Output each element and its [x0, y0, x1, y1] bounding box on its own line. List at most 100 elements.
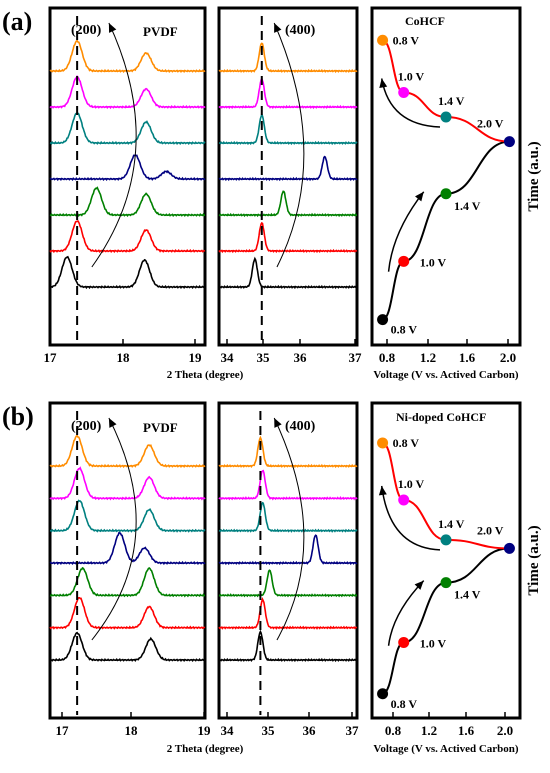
- plot-frame-a-voltage: [370, 6, 522, 347]
- xrd-curve-b-xrd-400-1: [218, 629, 358, 663]
- x-tick-label-a-voltage: 2.0: [500, 350, 516, 365]
- xrd-curve-b-xrd-400-5: [218, 501, 358, 533]
- shift-arrow-head-a-xrd-400: [274, 23, 282, 33]
- discharge-curve-b: [382, 441, 510, 550]
- xrd-curve-a-xrd-400-5: [218, 112, 358, 146]
- shift-arrow-a-xrd-400: [273, 22, 305, 268]
- peak-label-200-b: (200): [71, 419, 102, 434]
- x-tick-label-a-xrd-200: 19: [189, 350, 203, 365]
- voltage-point-a-7: [377, 34, 389, 46]
- voltage-point-a-3: [440, 188, 452, 200]
- voltage-point-a-5: [440, 111, 452, 123]
- shift-arrow-head-a-xrd-200: [108, 23, 117, 33]
- plot-frame-a-xrd-400: [217, 6, 359, 347]
- x-tick-label-b-voltage: 0.8: [385, 723, 402, 738]
- voltage-point-label-a-1: 0.8 V: [391, 323, 418, 337]
- voltage-point-label-b-2: 1.0 V: [420, 636, 447, 650]
- x-tick-label-b-voltage: 2.0: [497, 723, 513, 738]
- xrd-curve-a-xrd-200-2: [49, 219, 206, 254]
- charge-direction-arrow-b: [387, 580, 425, 646]
- x-tick-label-a-voltage: 1.2: [420, 350, 436, 365]
- panel-label-a: (a): [2, 7, 32, 36]
- voltage-point-label-b-4: 2.0 V: [477, 523, 504, 537]
- voltage-point-label-a-2: 1.0 V: [420, 255, 447, 269]
- xrd-curve-b-xrd-400-3: [218, 569, 358, 598]
- voltage-point-label-a-7: 0.8 V: [393, 33, 420, 47]
- xrd-curve-a-xrd-400-1: [218, 256, 358, 290]
- voltage-point-b-6: [398, 494, 410, 506]
- voltage-point-a-6: [398, 86, 410, 98]
- y-axis-label-time-b: Time (a.u.): [526, 525, 542, 595]
- shift-arrow-a-xrd-200: [91, 22, 137, 268]
- binder-label-a: PVDF: [143, 24, 178, 39]
- xrd-curve-a-xrd-400-2: [218, 221, 358, 254]
- voltage-point-a-4: [503, 136, 515, 148]
- xrd-curve-a-xrd-200-5: [49, 112, 206, 146]
- x-tick-label-b-xrd-200: 19: [198, 723, 212, 738]
- panel-label-b: (b): [2, 402, 34, 431]
- x-tick-label-b-xrd-400: 37: [346, 723, 360, 738]
- peak-label-400-a: (400): [285, 23, 316, 38]
- xrd-curve-b-xrd-400-2: [218, 596, 358, 630]
- voltage-point-b-4: [503, 542, 515, 554]
- material-label-a: CoHCF: [405, 14, 445, 28]
- xrd-curve-b-xrd-200-5: [49, 499, 206, 533]
- xrd-curve-a-xrd-400-7: [218, 42, 358, 74]
- xrd-curve-a-xrd-400-4: [218, 155, 358, 182]
- discharge-direction-arrow-a: [380, 78, 441, 128]
- xrd-curve-a-xrd-200-6: [49, 74, 206, 110]
- shift-arrow-b-xrd-200: [91, 417, 137, 641]
- x-tick-label-b-voltage: 1.2: [421, 723, 437, 738]
- voltage-point-label-a-6: 1.0 V: [398, 69, 425, 83]
- x-tick-label-a-xrd-400: 34: [221, 350, 235, 365]
- xrd-curve-b-xrd-200-1: [49, 631, 206, 663]
- x-tick-label-a-voltage: 1.6: [459, 350, 476, 365]
- voltage-point-label-a-5: 1.4 V: [438, 94, 465, 108]
- peak-label-400-b: (400): [285, 419, 316, 434]
- binder-label-b: PVDF: [143, 420, 178, 435]
- discharge-direction-arrow-b: [380, 485, 441, 551]
- xrd-curve-a-xrd-200-1: [49, 255, 206, 290]
- voltage-point-label-b-7: 0.8 V: [393, 436, 420, 450]
- voltage-point-b-2: [398, 636, 410, 648]
- peak-label-200-a: (200): [71, 23, 102, 38]
- plot-frame-b-voltage: [370, 401, 522, 720]
- y-axis-label-time-a: Time (a.u.): [526, 141, 542, 211]
- x-tick-label-b-xrd-400: 36: [303, 723, 317, 738]
- plot-frame-a-xrd-200: [48, 6, 207, 347]
- x-tick-label-b-xrd-400: 35: [262, 723, 276, 738]
- xrd-curve-b-xrd-400-7: [218, 435, 358, 469]
- x-tick-label-a-xrd-400: 35: [257, 350, 271, 365]
- voltage-point-a-1: [377, 314, 389, 326]
- x-tick-label-b-voltage: 1.6: [458, 723, 475, 738]
- plot-frame-b-xrd-200: [48, 401, 207, 720]
- voltage-point-label-a-3: 1.4 V: [454, 199, 481, 213]
- voltage-point-a-2: [398, 255, 410, 267]
- x-tick-label-b-xrd-200: 18: [125, 723, 139, 738]
- charge-direction-arrow-head-a: [415, 191, 424, 202]
- charge-curve-a: [382, 140, 510, 321]
- shift-arrow-head-b-xrd-400: [274, 418, 282, 428]
- charge-direction-arrow-a: [387, 191, 425, 272]
- x-tick-label-a-xrd-400: 36: [294, 350, 308, 365]
- xrd-curve-b-xrd-200-4: [49, 531, 206, 566]
- voltage-point-label-b-5: 1.4 V: [438, 517, 465, 531]
- charge-curve-b: [382, 547, 510, 695]
- discharge-direction-arrow-head-a: [379, 78, 388, 89]
- xrd-curve-a-xrd-400-6: [218, 76, 358, 110]
- x-axis-label-2theta-a: 2 Theta (degree): [167, 369, 244, 381]
- shift-arrow-b-xrd-400: [273, 417, 305, 641]
- x-axis-label-voltage-a: Voltage (V vs. Actived Carbon): [373, 369, 518, 381]
- voltage-point-b-1: [377, 688, 389, 700]
- x-axis-label-voltage-b: Voltage (V vs. Actived Carbon): [373, 743, 518, 755]
- xrd-curve-b-xrd-200-6: [49, 466, 206, 501]
- voltage-point-label-b-1: 0.8 V: [391, 697, 418, 711]
- shift-arrow-head-b-xrd-200: [108, 418, 117, 428]
- charge-direction-arrow-head-b: [414, 580, 424, 590]
- x-tick-label-b-xrd-400: 34: [221, 723, 235, 738]
- xrd-curve-b-xrd-400-6: [218, 469, 358, 501]
- xrd-curve-b-xrd-200-2: [49, 597, 206, 630]
- plot-frame-b-xrd-400: [217, 401, 359, 720]
- voltage-point-label-b-6: 1.0 V: [398, 477, 425, 491]
